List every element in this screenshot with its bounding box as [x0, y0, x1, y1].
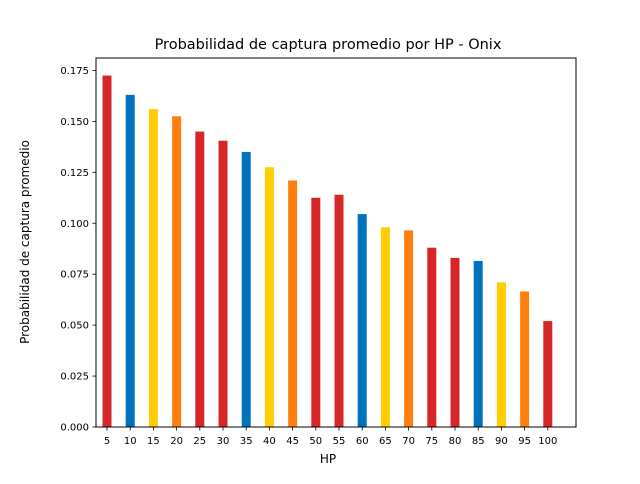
- bar-hp-30: [218, 140, 228, 427]
- x-tick-label: 10: [124, 436, 137, 447]
- x-tick-label: 45: [286, 436, 299, 447]
- x-tick-label: 75: [425, 436, 438, 447]
- x-tick-label: 15: [147, 436, 160, 447]
- y-tick-label: 0.025: [60, 372, 89, 383]
- bar-hp-50: [311, 197, 321, 427]
- chart-title: Probabilidad de captura promedio por HP …: [155, 37, 502, 53]
- x-tick-label: 70: [402, 436, 415, 447]
- bar-hp-45: [288, 180, 298, 427]
- bar-hp-65: [380, 227, 390, 427]
- y-tick-label: 0.000: [60, 423, 89, 434]
- x-tick-label: 20: [170, 436, 183, 447]
- bar-hp-70: [404, 230, 414, 427]
- y-tick-label: 0.100: [60, 219, 89, 230]
- bar-hp-5: [102, 75, 112, 428]
- bar-hp-60: [357, 214, 367, 427]
- x-tick-label: 90: [495, 436, 508, 447]
- x-tick-label: 35: [240, 436, 253, 447]
- x-tick-label: 95: [518, 436, 531, 447]
- x-tick-label: 100: [538, 436, 557, 447]
- bar-hp-80: [450, 257, 460, 427]
- x-tick-label: 60: [356, 436, 369, 447]
- x-axis-label: HP: [320, 452, 336, 466]
- y-tick-label: 0.075: [60, 270, 89, 281]
- bar-hp-75: [427, 247, 437, 427]
- y-tick-label: 0.150: [60, 117, 89, 128]
- x-axis-ticks: 5 10 15 20 25 30 35 40 45 50 55 60 65 70 75 80 85 90 95 100: [104, 427, 557, 447]
- y-tick-label: 0.175: [60, 66, 89, 77]
- bar-hp-25: [195, 131, 205, 427]
- bar-hp-40: [264, 167, 274, 427]
- bar-hp-20: [172, 116, 182, 428]
- bar-hp-55: [334, 194, 344, 427]
- y-tick-label: 0.125: [60, 168, 89, 179]
- x-tick-label: 85: [472, 436, 485, 447]
- x-tick-label: 50: [309, 436, 322, 447]
- bars-layer: [102, 75, 553, 428]
- plot-frame: [95, 57, 577, 428]
- x-tick-label: 5: [104, 436, 110, 447]
- x-tick-label: 30: [217, 436, 230, 447]
- y-tick-label: 0.050: [60, 321, 89, 332]
- bar-hp-85: [473, 260, 483, 427]
- bar-hp-100: [543, 321, 553, 427]
- y-axis-ticks: 0.000 0.025 0.050 0.075 0.100 0.125 0.150 0.175: [60, 66, 96, 434]
- bar-hp-35: [241, 151, 251, 427]
- x-tick-label: 25: [193, 436, 206, 447]
- x-tick-label: 80: [449, 436, 462, 447]
- bar-hp-10: [125, 94, 135, 427]
- y-axis-label: Probabilidad de captura promedio: [18, 140, 32, 344]
- bar-hp-15: [148, 109, 158, 427]
- bar-hp-90: [496, 282, 506, 427]
- x-tick-label: 40: [263, 436, 276, 447]
- bar-hp-95: [520, 291, 530, 427]
- x-tick-label: 65: [379, 436, 392, 447]
- x-tick-label: 55: [333, 436, 346, 447]
